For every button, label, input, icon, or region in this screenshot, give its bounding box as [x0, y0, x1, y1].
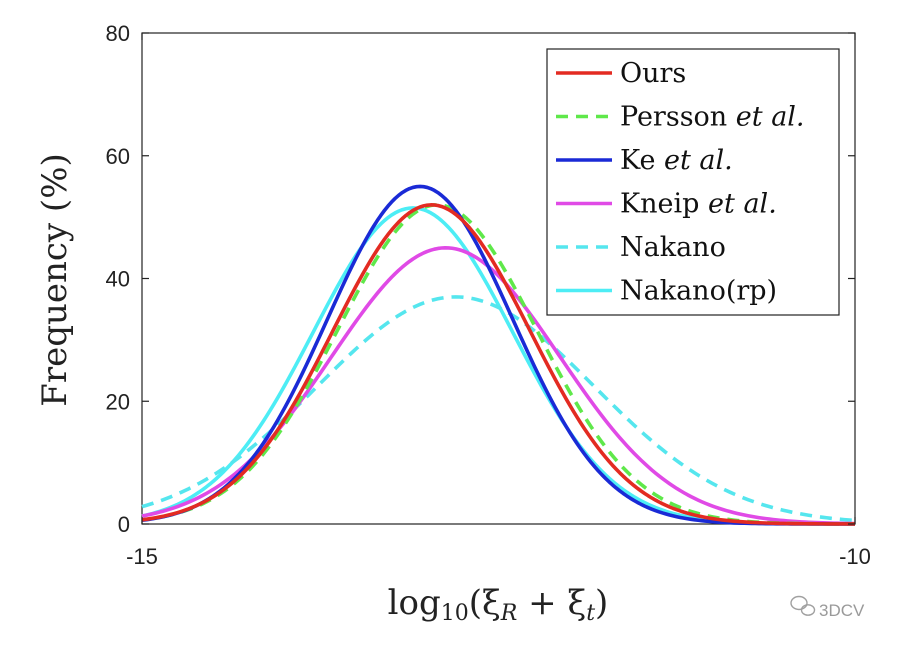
- legend-label: Nakano: [620, 232, 726, 263]
- x-tick-label: -15: [126, 544, 158, 569]
- x-axis-label: log10(ξR + ξt): [388, 583, 609, 626]
- legend-label: Kneip et al.: [620, 189, 777, 220]
- y-tick-label: 20: [106, 389, 130, 414]
- y-tick-label: 60: [106, 144, 130, 169]
- legend-box: [546, 48, 840, 316]
- legend-label: Ke et al.: [620, 145, 733, 176]
- legend-label: Ours: [620, 58, 686, 89]
- watermark: 3DCV: [790, 595, 865, 620]
- legend: Ours Persson et al. Ke et al. Kneip et al. N…: [546, 48, 840, 316]
- x-tick-label: -10: [839, 544, 871, 569]
- axis-ticks: 0 20 40 60 80 -15 -10: [106, 21, 871, 569]
- series-line-ours: [141, 203, 856, 526]
- watermark-text: 3DCV: [819, 601, 865, 620]
- y-axis-label: Frequency (%): [35, 153, 75, 407]
- y-tick-label: 40: [106, 267, 130, 292]
- curves: [141, 184, 856, 526]
- wechat-icon: [790, 595, 816, 616]
- y-tick-label: 0: [118, 512, 130, 537]
- legend-label: Persson et al.: [620, 102, 805, 133]
- y-tick-label: 80: [106, 21, 130, 46]
- series-line-nakano: [141, 295, 856, 523]
- legend-label: Nakano(rp): [620, 276, 777, 307]
